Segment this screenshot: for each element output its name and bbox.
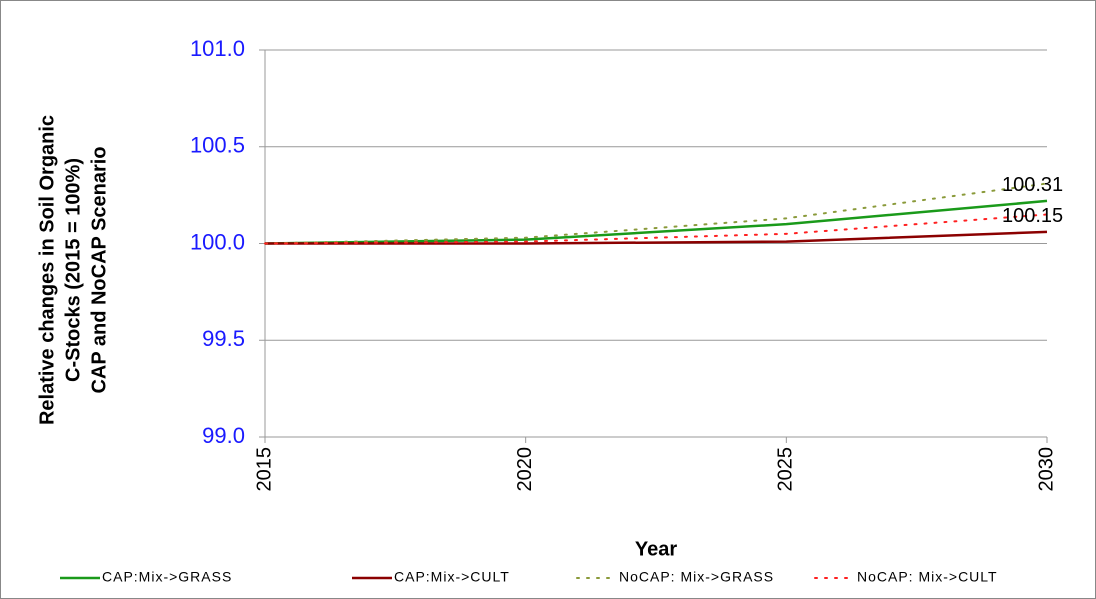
y-axis-title: Relative changes in Soil Organic: [36, 115, 58, 425]
line-series: [264, 213, 1048, 245]
y-tick-label: 101.0: [190, 36, 245, 61]
value-label: 100.15: [1002, 205, 1063, 227]
x-tick-label: 2025: [775, 447, 797, 492]
y-tick-label: 100.0: [190, 229, 245, 254]
x-axis-title: Year: [635, 538, 677, 560]
x-tick-label: 2015: [253, 447, 275, 492]
x-tick-label: 2030: [1035, 447, 1057, 492]
legend-label: CAP:Mix->CULT: [394, 569, 510, 585]
line-series: [264, 182, 1048, 245]
y-axis-title: C-Stocks (2015 = 100%): [62, 158, 84, 382]
x-tick-label: 2020: [514, 447, 536, 492]
y-axis-title: CAP and NoCAP Scenario: [88, 146, 110, 393]
legend-label: NoCAP: Mix->CULT: [857, 569, 998, 585]
y-tick-label: 99.5: [202, 326, 245, 351]
y-tick-label: 100.5: [190, 133, 245, 158]
y-tick-label: 99.0: [202, 423, 245, 448]
value-label: 100.31: [1002, 174, 1063, 196]
legend-label: NoCAP: Mix->GRASS: [619, 569, 774, 585]
legend-label: CAP:Mix->GRASS: [102, 569, 232, 585]
